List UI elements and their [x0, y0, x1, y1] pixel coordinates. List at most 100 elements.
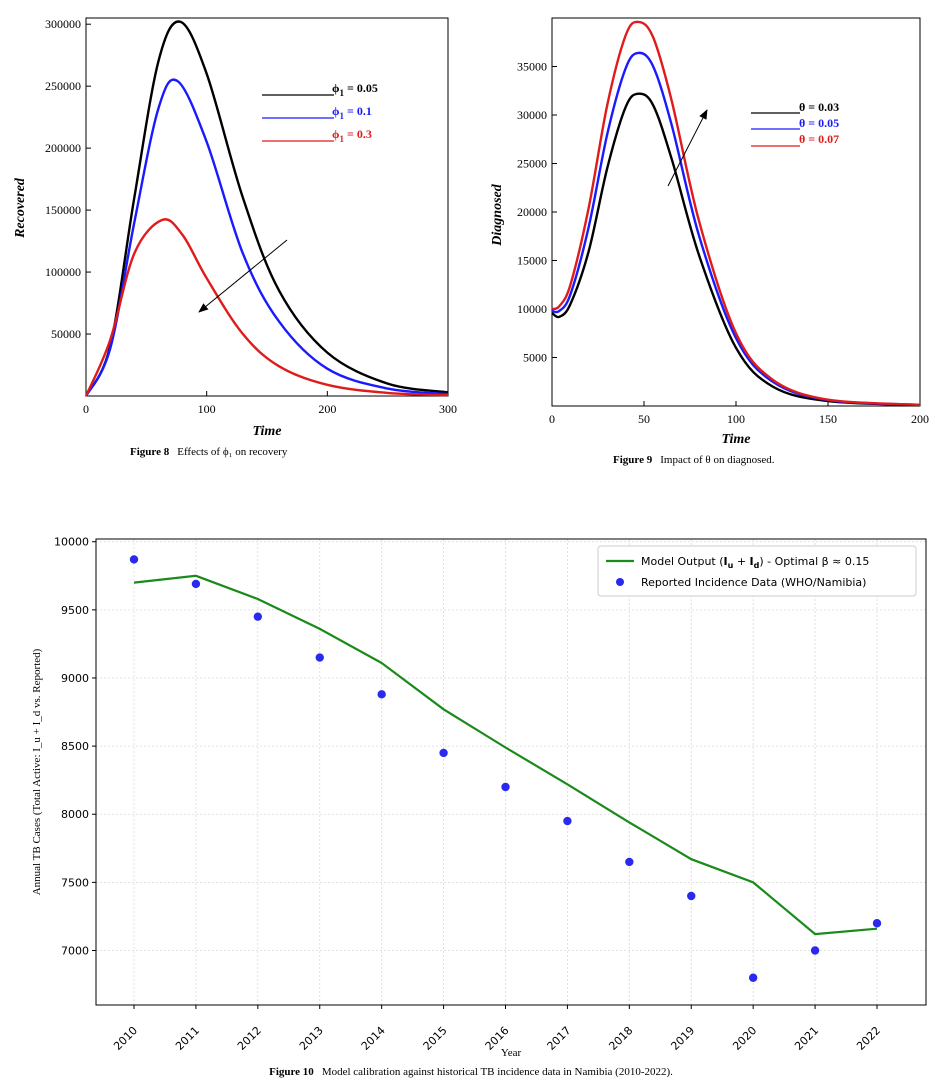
fig10-xtick-label-3: 2013: [297, 1024, 326, 1053]
fig10-data-point-8: [625, 857, 634, 867]
fig10-grid: [96, 539, 926, 1005]
fig10-ytick-label-2: 8000: [61, 808, 89, 821]
fig9-caption: Figure 9 Impact of θ on diagnosed.: [613, 454, 775, 466]
fig8-legend-label-1: ϕ1 = 0.1: [332, 104, 372, 121]
fig10-ytick-label-0: 7000: [61, 944, 89, 957]
fig8-ytick-label-5: 300000: [45, 17, 81, 31]
fig8-caption: Figure 8 Effects of ϕ₁ on recovery: [130, 446, 288, 458]
fig8-series: [84, 20, 449, 397]
fig10-data-point-3: [315, 653, 324, 662]
fig10-caption: Figure 10 Model calibration against histo…: [269, 1066, 673, 1078]
fig8-y-axis-label: Recovered: [13, 177, 28, 239]
fig9-legend-label-1: θ = 0.05: [799, 116, 839, 130]
fig10-x-axis-label: Year: [501, 1047, 522, 1059]
fig10-legend-label-data: Reported Incidence Data (WHO/Namibia): [641, 576, 866, 589]
fig10-ytick-label-4: 9000: [61, 672, 89, 685]
fig9-series: [551, 20, 921, 407]
fig8-plot-frame: [85, 17, 449, 397]
fig8-ytick-label-0: 50000: [51, 327, 81, 341]
fig10-ytick-label-1: 7500: [61, 876, 89, 889]
fig9-ytick-label-6: 35000: [517, 60, 547, 74]
fig9-legend: θ = 0.03 θ = 0.05 θ = 0.07: [751, 100, 839, 147]
fig8-xtick-label-1: 100: [198, 402, 216, 416]
fig10-ytick-label-5: 9500: [61, 604, 89, 617]
fig8-series-line-0: [84, 20, 449, 397]
fig9-xtick-label-1: 50: [638, 412, 650, 426]
fig10-plot-frame: [95, 538, 927, 1006]
fig9-x-ticks: 0 50 100 150 200: [549, 401, 929, 426]
fig9-legend-label-0: θ = 0.03: [799, 100, 839, 114]
fig10-data-point-7: [563, 816, 572, 826]
fig10-xtick-label-10: 2020: [730, 1024, 759, 1053]
figure-8: 50000 100000 150000 200000 250000 300000 0 100…: [13, 17, 457, 458]
fig10-xtick-label-12: 2022: [854, 1024, 883, 1053]
fig9-xtick-label-3: 150: [819, 412, 837, 426]
fig9-ytick-label-4: 25000: [517, 157, 547, 171]
fig8-ytick-label-3: 200000: [45, 141, 81, 155]
fig9-legend-label-2: θ = 0.07: [799, 132, 839, 146]
fig9-y-axis-label: Diagnosed: [490, 183, 505, 246]
fig8-legend-label-2: ϕ1 = 0.3: [332, 127, 372, 144]
fig10-xtick-label-8: 2018: [606, 1024, 635, 1053]
fig10-series: [129, 555, 882, 982]
fig8-y-ticks: 50000 100000 150000 200000 250000 300000: [45, 17, 91, 341]
fig8-xtick-label-3: 300: [439, 402, 457, 416]
fig10-xtick-label-0: 2010: [111, 1024, 140, 1053]
fig8-x-ticks: 0 100 200 300: [83, 391, 457, 416]
fig9-xtick-label-0: 0: [549, 412, 555, 426]
fig8-series-line-2: [84, 218, 449, 397]
fig10-y-ticks: 7000 7500 8000 8500 9000 9500 10000: [54, 536, 96, 957]
fig10-data-point-0: [129, 555, 139, 564]
fig8-ytick-label-2: 150000: [45, 203, 81, 217]
fig10-xtick-label-1: 2011: [173, 1024, 202, 1053]
fig9-ytick-label-5: 30000: [517, 108, 547, 122]
fig10-x-ticks: 2010 2011 2012 2013 2014 2015 2016 2017 2018 2019…: [111, 1005, 883, 1053]
fig8-x-axis-label: Time: [252, 424, 281, 439]
fig10-legend: Model Output (Iu + Id) - Optimal β ≈ 0.1…: [597, 545, 917, 597]
fig9-ytick-label-2: 15000: [517, 254, 547, 268]
fig10-data-point-2: [253, 612, 263, 621]
fig10-model-line: [133, 574, 878, 936]
fig9-ytick-label-1: 10000: [517, 302, 547, 316]
fig8-series-line-1: [84, 78, 449, 397]
fig10-xtick-label-2: 2012: [235, 1024, 264, 1053]
fig9-x-axis-label: Time: [721, 432, 750, 447]
fig10-data-point-6: [501, 782, 510, 792]
fig10-legend-box: [597, 545, 917, 597]
fig9-ytick-label-3: 20000: [517, 205, 547, 219]
fig8-xtick-label-2: 200: [318, 402, 336, 416]
fig9-series-line-2: [551, 20, 921, 406]
fig10-xtick-label-9: 2019: [668, 1024, 697, 1053]
fig10-legend-marker-data: [616, 578, 624, 586]
fig10-xtick-label-5: 2015: [421, 1024, 450, 1053]
fig9-xtick-label-4: 200: [911, 412, 929, 426]
fig10-data-point-5: [439, 748, 448, 758]
fig8-ytick-label-4: 250000: [45, 79, 81, 93]
fig10-xtick-label-4: 2014: [359, 1024, 388, 1053]
fig8-legend: ϕ1 = 0.05 ϕ1 = 0.1 ϕ1 = 0.3: [262, 81, 378, 144]
fig9-annotation-arrow: [667, 109, 708, 187]
fig8-annotation-arrow: [198, 239, 288, 313]
fig8-ytick-label-1: 100000: [45, 265, 81, 279]
fig10-ytick-label-3: 8500: [61, 740, 89, 753]
fig9-series-line-0: [551, 92, 921, 407]
fig9-ytick-label-0: 5000: [523, 351, 547, 365]
fig9-y-ticks: 5000 10000 15000 20000 25000 30000 35000: [517, 60, 557, 365]
fig10-data-point-11: [810, 946, 820, 955]
fig9-series-line-1: [551, 51, 921, 406]
fig10-data-point-4: [377, 690, 386, 699]
fig10-ytick-label-6: 10000: [54, 536, 89, 549]
fig10-xtick-label-7: 2017: [545, 1024, 574, 1053]
fig8-legend-label-0: ϕ1 = 0.05: [332, 81, 378, 98]
fig8-xtick-label-0: 0: [83, 402, 89, 416]
fig10-legend-label-model: Model Output (Iu + Id) - Optimal β ≈ 0.1…: [641, 555, 869, 570]
figure-10: 7000 7500 8000 8500 9000 9500 10000 2010 2011 20…: [31, 536, 927, 1078]
fig10-data-point-12: [872, 919, 882, 928]
fig10-data-point-9: [687, 891, 696, 901]
fig9-xtick-label-2: 100: [727, 412, 745, 426]
fig10-xtick-label-11: 2021: [792, 1024, 821, 1053]
figure-9: 5000 10000 15000 20000 25000 30000 35000 0 50 10…: [490, 17, 929, 466]
fig10-data-point-10: [748, 973, 758, 982]
fig10-y-axis-label: Annual TB Cases (Total Active: I_u + I_d…: [31, 648, 43, 895]
